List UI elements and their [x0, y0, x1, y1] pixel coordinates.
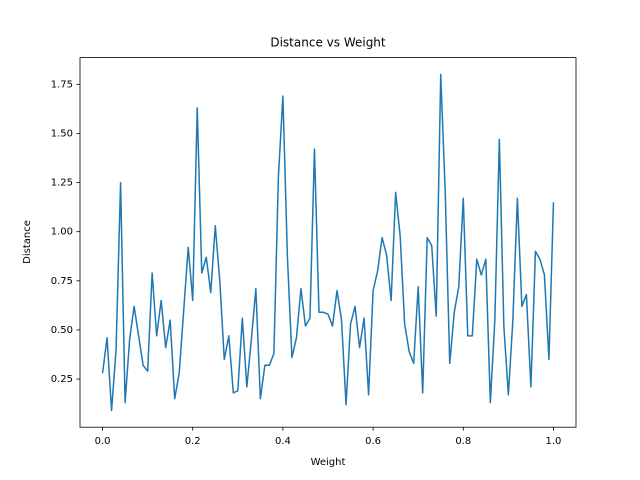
- x-tick-label: 0.8: [455, 436, 471, 447]
- y-tick-label: 1.50: [51, 128, 73, 139]
- x-tick-label: 0.6: [365, 436, 381, 447]
- y-tick-label: 1.00: [51, 227, 73, 238]
- x-tick-label: 0.0: [95, 436, 111, 447]
- x-axis-label: Weight: [311, 457, 346, 468]
- y-tick-label: 0.25: [51, 374, 73, 385]
- x-tick-label: 0.4: [275, 436, 291, 447]
- y-tick-label: 0.50: [51, 325, 73, 336]
- y-tick-label: 1.25: [51, 178, 73, 189]
- y-tick-label: 0.75: [51, 276, 73, 287]
- data-line: [101, 73, 555, 412]
- x-tick-label: 0.2: [185, 436, 201, 447]
- y-tick-label: 1.75: [51, 79, 73, 90]
- plot-frame: [79, 57, 577, 428]
- x-tick-label: 1.0: [546, 436, 562, 447]
- chart-title: Distance vs Weight: [270, 36, 386, 50]
- y-axis-label: Distance: [22, 220, 33, 264]
